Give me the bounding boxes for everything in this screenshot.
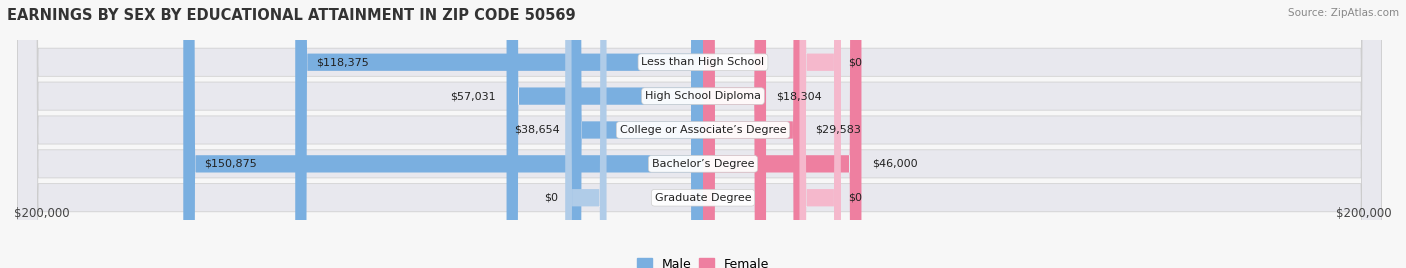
Text: EARNINGS BY SEX BY EDUCATIONAL ATTAINMENT IN ZIP CODE 50569: EARNINGS BY SEX BY EDUCATIONAL ATTAINMEN… (7, 8, 575, 23)
Legend: Male, Female: Male, Female (637, 258, 769, 268)
Text: $150,875: $150,875 (204, 159, 257, 169)
Text: $0: $0 (544, 193, 558, 203)
FancyBboxPatch shape (17, 0, 1382, 268)
Text: $38,654: $38,654 (513, 125, 560, 135)
FancyBboxPatch shape (506, 0, 703, 268)
Text: Graduate Degree: Graduate Degree (655, 193, 751, 203)
Text: $118,375: $118,375 (316, 57, 368, 67)
Text: High School Diploma: High School Diploma (645, 91, 761, 101)
Text: $57,031: $57,031 (450, 91, 496, 101)
Text: $46,000: $46,000 (872, 159, 918, 169)
Text: $200,000: $200,000 (1336, 207, 1392, 220)
Text: Bachelor’s Degree: Bachelor’s Degree (652, 159, 754, 169)
FancyBboxPatch shape (703, 0, 804, 268)
Text: $200,000: $200,000 (14, 207, 70, 220)
FancyBboxPatch shape (295, 0, 703, 268)
FancyBboxPatch shape (569, 0, 703, 268)
FancyBboxPatch shape (800, 0, 841, 268)
FancyBboxPatch shape (800, 0, 841, 268)
FancyBboxPatch shape (17, 0, 1382, 268)
Text: $0: $0 (848, 57, 862, 67)
FancyBboxPatch shape (183, 0, 703, 268)
Text: College or Associate’s Degree: College or Associate’s Degree (620, 125, 786, 135)
FancyBboxPatch shape (703, 0, 862, 268)
FancyBboxPatch shape (17, 0, 1382, 268)
FancyBboxPatch shape (565, 0, 606, 268)
Text: $29,583: $29,583 (815, 125, 860, 135)
Text: Source: ZipAtlas.com: Source: ZipAtlas.com (1288, 8, 1399, 18)
FancyBboxPatch shape (17, 0, 1382, 268)
Text: Less than High School: Less than High School (641, 57, 765, 67)
Text: $0: $0 (848, 193, 862, 203)
FancyBboxPatch shape (17, 0, 1382, 268)
Text: $18,304: $18,304 (776, 91, 823, 101)
FancyBboxPatch shape (703, 0, 766, 268)
